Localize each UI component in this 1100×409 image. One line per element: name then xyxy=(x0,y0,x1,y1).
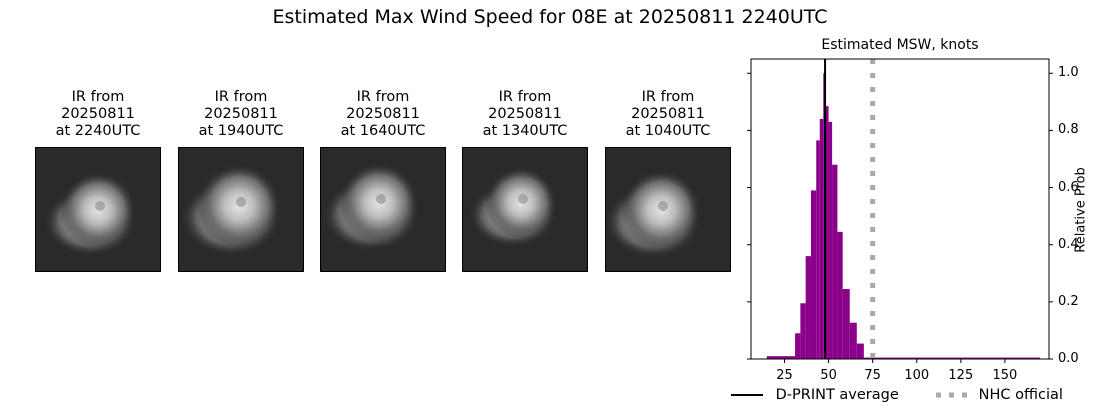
ir-panel-title-line: 20250811 xyxy=(631,106,705,122)
x-tick-label: 75 xyxy=(864,368,881,383)
ir-panel-title-line: at 1640UTC xyxy=(340,123,426,139)
x-tick-label: 150 xyxy=(992,368,1018,383)
ir-panel-title-line: IR from xyxy=(214,89,268,105)
ir-panel-title-line: at 1940UTC xyxy=(198,123,284,139)
y-tick-label: 0.8 xyxy=(1058,122,1079,138)
histogram-bar xyxy=(837,231,843,359)
ir-panel-title-line: at 1040UTC xyxy=(625,123,711,139)
ir-panel-title-line: IR from xyxy=(498,89,552,105)
y-tick-label: 0.6 xyxy=(1058,179,1079,195)
ir-panel: IR from 20250811 at 1040UTC xyxy=(605,89,731,272)
ir-satellite-image xyxy=(605,147,731,272)
histogram-bar xyxy=(832,164,838,359)
ir-panel: IR from 20250811 at 1340UTC xyxy=(462,89,588,272)
histogram-axes xyxy=(747,58,1053,363)
histogram-bar xyxy=(856,343,864,359)
x-tick-label: 25 xyxy=(776,368,793,383)
y-tick-label: 0.2 xyxy=(1058,293,1079,309)
histogram-bar xyxy=(766,356,796,359)
histogram-bar xyxy=(810,190,817,359)
histogram-bar xyxy=(805,256,811,359)
ir-panel-title-line: IR from xyxy=(356,89,410,105)
ir-satellite-image xyxy=(35,147,161,272)
histogram-bar xyxy=(819,119,824,359)
ir-panel-title-line: at 1340UTC xyxy=(482,123,568,139)
histogram-bar xyxy=(863,357,1041,359)
ir-panel-title-line: 20250811 xyxy=(346,106,420,122)
ir-satellite-image xyxy=(462,147,588,272)
y-tick-label: 0.0 xyxy=(1058,351,1079,366)
histogram-bar xyxy=(800,303,806,359)
legend-dprint: D-PRINT average xyxy=(731,387,899,403)
ir-panel-title-line: IR from xyxy=(71,89,125,105)
histogram-bar xyxy=(816,140,820,359)
y-tick-label: 0.4 xyxy=(1058,236,1079,252)
ir-panel: IR from 20250811 at 2240UTC xyxy=(35,89,161,272)
y-tick-label: 1.0 xyxy=(1058,65,1079,81)
histogram-bar xyxy=(825,106,829,359)
x-tick-label: 100 xyxy=(904,368,930,383)
histogram-title: Estimated MSW, knots xyxy=(821,37,979,53)
legend-dprint-label: D-PRINT average xyxy=(775,387,899,403)
ir-panel: IR from 20250811 at 1940UTC xyxy=(178,89,304,272)
ir-satellite-image xyxy=(178,147,304,272)
histogram-bar xyxy=(795,333,801,359)
legend-nhc: NHC official xyxy=(936,387,1063,403)
y-axis-label: Relative Prob xyxy=(1073,167,1089,253)
ir-panel-title-line: 20250811 xyxy=(204,106,278,122)
histogram-bar xyxy=(849,322,857,359)
histogram-bar xyxy=(828,121,833,359)
x-tick-label: 50 xyxy=(820,368,837,383)
ir-panel: IR from 20250811 at 1640UTC xyxy=(320,89,446,272)
legend-nhc-label: NHC official xyxy=(978,387,1063,403)
figure-title: Estimated Max Wind Speed for 08E at 2025… xyxy=(272,6,828,28)
histogram-bar xyxy=(842,289,850,359)
ir-panel-title-line: at 2240UTC xyxy=(55,123,141,139)
ir-panel-title-line: 20250811 xyxy=(61,106,135,122)
ir-panel-title-line: IR from xyxy=(641,89,695,105)
ir-panel-title-line: 20250811 xyxy=(488,106,562,122)
ir-satellite-image xyxy=(320,147,446,272)
x-tick-label: 125 xyxy=(948,368,974,383)
